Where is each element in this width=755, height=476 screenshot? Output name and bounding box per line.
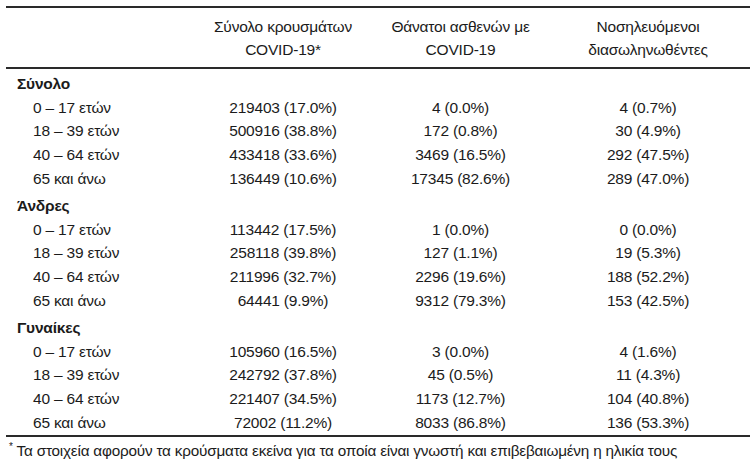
table-row: 65 και άνω 72002 (11.2%) 8033 (86.8%) 13… bbox=[6, 411, 750, 436]
column-header-deaths: Θάνατοι ασθενών με COVID-19 bbox=[375, 7, 546, 68]
row-label: 0 – 17 ετών bbox=[6, 218, 191, 242]
table-header: Σύνολο κρουσμάτων COVID-19* Θάνατοι ασθε… bbox=[6, 7, 750, 68]
cell-intubated: 104 (40.8%) bbox=[546, 387, 750, 411]
row-label: 0 – 17 ετών bbox=[6, 96, 191, 120]
empty-cell bbox=[546, 68, 750, 96]
cell-cases: 211996 (32.7%) bbox=[191, 265, 375, 289]
row-label: 0 – 17 ετών bbox=[6, 340, 191, 364]
cell-intubated: 4 (1.6%) bbox=[546, 340, 750, 364]
empty-cell bbox=[375, 191, 546, 218]
cell-intubated: 19 (5.3%) bbox=[546, 242, 750, 266]
cell-cases: 72002 (11.2%) bbox=[191, 411, 375, 436]
cell-cases: 221407 (34.5%) bbox=[191, 387, 375, 411]
row-label: 18 – 39 ετών bbox=[6, 364, 191, 388]
cell-cases: 242792 (37.8%) bbox=[191, 364, 375, 388]
cell-intubated: 289 (47.0%) bbox=[546, 167, 750, 191]
table-row: 18 – 39 ετών 258118 (39.8%) 127 (1.1%) 1… bbox=[6, 242, 750, 266]
cell-cases: 258118 (39.8%) bbox=[191, 242, 375, 266]
column-header-intubated-line1: Νοσηλευόμενοι bbox=[597, 18, 700, 35]
table-body: Σύνολο 0 – 17 ετών 219403 (17.0%) 4 (0.0… bbox=[6, 68, 750, 436]
table-row: 65 και άνω 64441 (9.9%) 9312 (79.3%) 153… bbox=[6, 289, 750, 313]
table-row: 0 – 17 ετών 219403 (17.0%) 4 (0.0%) 4 (0… bbox=[6, 96, 750, 120]
cell-cases: 433418 (33.6%) bbox=[191, 143, 375, 167]
table-row: 40 – 64 ετών 433418 (33.6%) 3469 (16.5%)… bbox=[6, 143, 750, 167]
column-header-deaths-line1: Θάνατοι ασθενών με bbox=[391, 18, 529, 35]
cell-deaths: 3469 (16.5%) bbox=[375, 143, 546, 167]
table-row: 18 – 39 ετών 500916 (38.8%) 172 (0.8%) 3… bbox=[6, 120, 750, 144]
cell-deaths: 172 (0.8%) bbox=[375, 120, 546, 144]
table-row: 0 – 17 ετών 113442 (17.5%) 1 (0.0%) 0 (0… bbox=[6, 218, 750, 242]
cell-deaths: 1 (0.0%) bbox=[375, 218, 546, 242]
table-row: 40 – 64 ετών 211996 (32.7%) 2296 (19.6%)… bbox=[6, 265, 750, 289]
header-empty-corner bbox=[6, 7, 191, 68]
cell-intubated: 0 (0.0%) bbox=[546, 218, 750, 242]
column-header-intubated: Νοσηλευόμενοι διασωληνωθέντες bbox=[546, 7, 750, 68]
empty-cell bbox=[191, 191, 375, 218]
table-row: 40 – 64 ετών 221407 (34.5%) 1173 (12.7%)… bbox=[6, 387, 750, 411]
column-header-cases-line2: COVID-19* bbox=[245, 41, 321, 58]
cell-cases: 113442 (17.5%) bbox=[191, 218, 375, 242]
footnote-text: Τα στοιχεία αφορούν τα κρούσματα εκείνα … bbox=[16, 442, 677, 459]
column-header-intubated-line2: διασωληνωθέντες bbox=[588, 41, 707, 58]
cell-intubated: 188 (52.2%) bbox=[546, 265, 750, 289]
cell-intubated: 11 (4.3%) bbox=[546, 364, 750, 388]
group-header-row-men: Άνδρες bbox=[6, 191, 750, 218]
table-row: 18 – 39 ετών 242792 (37.8%) 45 (0.5%) 11… bbox=[6, 364, 750, 388]
cell-deaths: 45 (0.5%) bbox=[375, 364, 546, 388]
row-label: 18 – 39 ετών bbox=[6, 242, 191, 266]
footnote-asterisk: * bbox=[9, 441, 13, 452]
row-label: 18 – 39 ετών bbox=[6, 120, 191, 144]
cell-deaths: 127 (1.1%) bbox=[375, 242, 546, 266]
group-header-row-total: Σύνολο bbox=[6, 68, 750, 96]
row-label: 65 και άνω bbox=[6, 289, 191, 313]
cell-intubated: 4 (0.7%) bbox=[546, 96, 750, 120]
group-label: Σύνολο bbox=[6, 68, 191, 96]
cell-deaths: 2296 (19.6%) bbox=[375, 265, 546, 289]
cell-deaths: 8033 (86.8%) bbox=[375, 411, 546, 436]
cell-cases: 64441 (9.9%) bbox=[191, 289, 375, 313]
row-label: 40 – 64 ετών bbox=[6, 143, 191, 167]
footnote: * Τα στοιχεία αφορούν τα κρούσματα εκείν… bbox=[9, 442, 753, 460]
empty-cell bbox=[546, 191, 750, 218]
header-row: Σύνολο κρουσμάτων COVID-19* Θάνατοι ασθε… bbox=[6, 7, 750, 68]
empty-cell bbox=[191, 313, 375, 340]
cell-intubated: 30 (4.9%) bbox=[546, 120, 750, 144]
empty-cell bbox=[191, 68, 375, 96]
group-label: Γυναίκες bbox=[6, 313, 191, 340]
row-label: 65 και άνω bbox=[6, 411, 191, 436]
covid-age-report: Σύνολο κρουσμάτων COVID-19* Θάνατοι ασθε… bbox=[0, 0, 755, 460]
cell-cases: 105960 (16.5%) bbox=[191, 340, 375, 364]
covid-age-table: Σύνολο κρουσμάτων COVID-19* Θάνατοι ασθε… bbox=[6, 6, 750, 437]
row-label: 40 – 64 ετών bbox=[6, 387, 191, 411]
empty-cell bbox=[375, 313, 546, 340]
empty-cell bbox=[546, 313, 750, 340]
cell-deaths: 4 (0.0%) bbox=[375, 96, 546, 120]
column-header-deaths-line2: COVID-19 bbox=[426, 41, 496, 58]
table-row: 0 – 17 ετών 105960 (16.5%) 3 (0.0%) 4 (1… bbox=[6, 340, 750, 364]
column-header-cases-line1: Σύνολο κρουσμάτων bbox=[214, 18, 352, 35]
cell-intubated: 292 (47.5%) bbox=[546, 143, 750, 167]
column-header-cases: Σύνολο κρουσμάτων COVID-19* bbox=[191, 7, 375, 68]
empty-cell bbox=[375, 68, 546, 96]
cell-cases: 219403 (17.0%) bbox=[191, 96, 375, 120]
cell-cases: 136449 (10.6%) bbox=[191, 167, 375, 191]
cell-deaths: 1173 (12.7%) bbox=[375, 387, 546, 411]
row-label: 40 – 64 ετών bbox=[6, 265, 191, 289]
cell-cases: 500916 (38.8%) bbox=[191, 120, 375, 144]
group-header-row-women: Γυναίκες bbox=[6, 313, 750, 340]
table-row: 65 και άνω 136449 (10.6%) 17345 (82.6%) … bbox=[6, 167, 750, 191]
group-label: Άνδρες bbox=[6, 191, 191, 218]
cell-deaths: 17345 (82.6%) bbox=[375, 167, 546, 191]
cell-deaths: 9312 (79.3%) bbox=[375, 289, 546, 313]
cell-deaths: 3 (0.0%) bbox=[375, 340, 546, 364]
cell-intubated: 136 (53.3%) bbox=[546, 411, 750, 436]
cell-intubated: 153 (42.5%) bbox=[546, 289, 750, 313]
row-label: 65 και άνω bbox=[6, 167, 191, 191]
